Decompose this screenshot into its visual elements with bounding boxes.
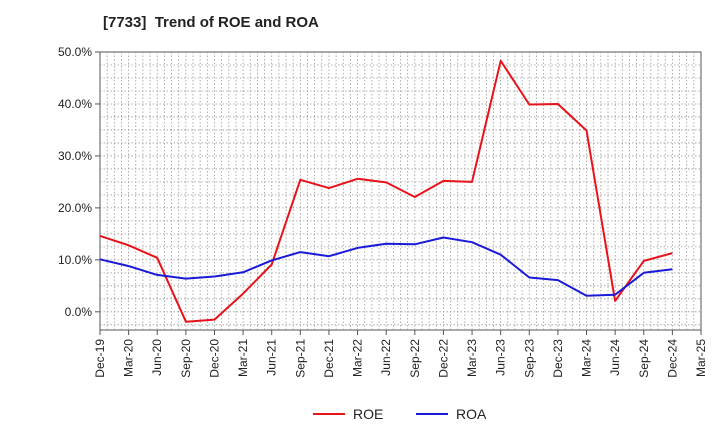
x-tick-label: Mar-20: [122, 339, 136, 377]
series-line-roa: [99, 236, 673, 297]
legend: ROE ROA: [313, 406, 487, 422]
x-axis: Dec-19 Mar-20 Jun-20 Sep-20 Dec-20 Mar-21 Jun-…: [93, 330, 708, 378]
series-lines: [99, 59, 673, 323]
x-tick-label: Mar-25: [694, 339, 708, 377]
x-tick-label: Mar-22: [351, 339, 365, 377]
x-tick-label: Sep-21: [293, 339, 307, 378]
y-tick-label: 10.0%: [58, 253, 92, 267]
x-tick-label: Dec-21: [322, 339, 336, 378]
x-tick-label: Dec-23: [551, 339, 565, 378]
series-line-roe: [99, 59, 673, 323]
y-tick-label: 0.0%: [65, 305, 93, 319]
x-tick-label: Jun-23: [494, 339, 508, 376]
x-tick-label: Mar-24: [580, 339, 594, 377]
x-tick-label: Sep-20: [179, 339, 193, 378]
x-tick-label: Dec-19: [93, 339, 107, 378]
legend-label-roe: ROE: [353, 406, 383, 422]
x-tick-label: Dec-24: [665, 339, 679, 378]
y-tick-label: 20.0%: [58, 201, 92, 215]
x-tick-label: Dec-22: [436, 339, 450, 378]
y-tick-label: 30.0%: [58, 149, 92, 163]
x-tick-label: Sep-24: [637, 339, 651, 378]
plot-area: [99, 51, 702, 331]
y-axis: 0.0% 10.0% 20.0% 30.0% 40.0% 50.0%: [58, 45, 100, 319]
x-tick-label: Dec-20: [207, 339, 221, 378]
legend-label-roa: ROA: [456, 406, 487, 422]
x-tick-label: Jun-24: [608, 339, 622, 376]
chart-title: [7733] Trend of ROE and ROA: [103, 14, 319, 31]
x-tick-label: Mar-23: [465, 339, 479, 377]
x-tick-label: Mar-21: [236, 339, 250, 377]
x-tick-label: Jun-20: [150, 339, 164, 376]
y-tick-label: 40.0%: [58, 97, 92, 111]
x-tick-label: Sep-22: [408, 339, 422, 378]
y-tick-label: 50.0%: [58, 45, 92, 59]
x-tick-label: Jun-22: [379, 339, 393, 376]
x-tick-label: Jun-21: [265, 339, 279, 376]
x-tick-label: Sep-23: [522, 339, 536, 378]
